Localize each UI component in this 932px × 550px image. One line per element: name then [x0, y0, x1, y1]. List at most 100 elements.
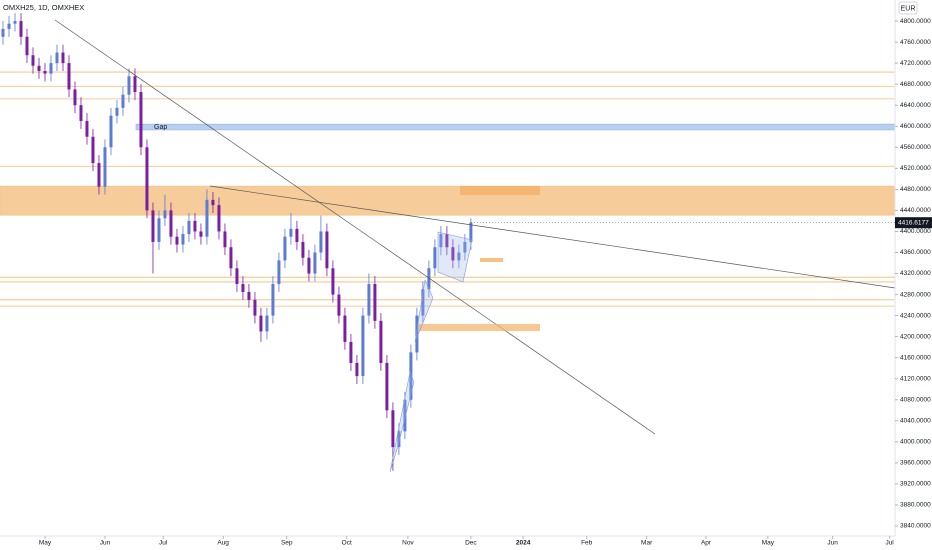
- triangle: [437, 231, 473, 283]
- candle-body: [229, 247, 233, 269]
- candle-body: [337, 294, 341, 316]
- candle-body: [43, 71, 47, 74]
- candle-body: [19, 21, 23, 37]
- y-tick-label: 4120.0000: [900, 375, 931, 382]
- candle-body: [193, 220, 197, 232]
- y-tick-label: 3920.0000: [900, 481, 931, 488]
- y-tick-label: 4280.0000: [900, 291, 931, 298]
- candle-body: [307, 257, 311, 274]
- candle-body: [49, 63, 53, 74]
- candle-body: [163, 210, 167, 219]
- candle-body: [397, 431, 401, 448]
- candle-body: [343, 315, 347, 342]
- y-tick-label: 4520.0000: [900, 165, 931, 172]
- candle-body: [79, 105, 83, 121]
- candle-body: [367, 284, 371, 316]
- candle-body: [421, 289, 425, 316]
- candle-body: [319, 231, 323, 253]
- candle-body: [199, 231, 203, 237]
- x-tick-label: Jun: [100, 540, 111, 547]
- candle-body: [13, 21, 17, 24]
- x-tick-label: Apr: [701, 540, 712, 547]
- candle-body: [445, 234, 449, 248]
- candle-body: [391, 410, 395, 448]
- candle-body: [1, 28, 5, 37]
- chart-title: OMXH25, 1D, OMXHEX: [3, 3, 84, 12]
- x-tick-label: May: [762, 540, 775, 547]
- candle-body: [97, 163, 101, 187]
- candle-body: [73, 89, 77, 106]
- x-tick-label: Jun: [827, 540, 838, 547]
- x-tick-label: Sep: [281, 540, 293, 547]
- x-tick-label: May: [39, 540, 52, 547]
- y-axis-panel: [895, 0, 932, 550]
- y-tick-label: 3840.0000: [900, 523, 931, 530]
- candle-body: [241, 284, 245, 292]
- candle-body: [145, 147, 149, 211]
- y-tick-label: 4040.0000: [900, 418, 931, 425]
- target-box: [460, 186, 540, 195]
- x-tick-label: Feb: [581, 540, 593, 547]
- candle-body: [457, 252, 461, 261]
- candle-body: [373, 284, 377, 321]
- x-tick-label: 2024: [516, 540, 531, 547]
- y-tick-label: 4000.0000: [900, 439, 931, 446]
- candle-body: [205, 199, 209, 237]
- candle-body: [121, 94, 125, 108]
- y-tick-label: 4680.0000: [900, 81, 931, 88]
- candle-body: [217, 205, 221, 232]
- candle-body: [295, 228, 299, 242]
- candle-body: [211, 199, 215, 206]
- candle-body: [247, 291, 251, 300]
- y-tick-label: 4160.0000: [900, 354, 931, 361]
- candle-body: [151, 210, 155, 242]
- x-tick-label: Mar: [641, 540, 653, 547]
- channel: [389, 370, 415, 473]
- candle-body: [157, 218, 161, 242]
- currency-box[interactable]: [898, 1, 918, 15]
- candle-body: [439, 234, 443, 248]
- candle-body: [25, 36, 29, 56]
- y-tick-label: 4720.0000: [900, 60, 931, 67]
- y-tick-label: 4320.0000: [900, 270, 931, 277]
- y-tick-label: 4760.0000: [900, 39, 931, 46]
- y-tick-label: 4600.0000: [900, 123, 931, 130]
- candle-body: [103, 147, 107, 187]
- candle-body: [301, 241, 305, 258]
- candle-body: [223, 231, 227, 248]
- candle-body: [463, 241, 467, 253]
- candle-body: [283, 236, 287, 261]
- candle-body: [409, 352, 413, 400]
- candle-body: [349, 341, 353, 363]
- y-tick-label: 4480.0000: [900, 186, 931, 193]
- candle-body: [271, 284, 275, 316]
- y-tick-label: 3880.0000: [900, 502, 931, 509]
- candle-body: [451, 247, 455, 261]
- x-tick-label: Jul: [885, 540, 894, 547]
- candle-body: [259, 315, 263, 332]
- candle-body: [403, 399, 407, 432]
- candle-body: [169, 210, 173, 237]
- candle-body: [379, 320, 383, 363]
- x-tick-label: Jul: [159, 540, 168, 547]
- candle-body: [61, 52, 65, 64]
- candle-body: [91, 136, 95, 164]
- y-tick-label: 4200.0000: [900, 333, 931, 340]
- last-price-tag: [895, 217, 932, 229]
- y-tick-label: 4360.0000: [900, 249, 931, 256]
- candle-body: [7, 23, 11, 29]
- candle-body: [181, 234, 185, 245]
- candle-body: [325, 231, 329, 269]
- last-price-label: 4416.6177: [898, 219, 929, 226]
- candle-body: [361, 315, 365, 377]
- candle-body: [355, 362, 359, 377]
- target-box: [418, 324, 540, 331]
- candle-body: [385, 362, 389, 411]
- candle-body: [127, 76, 131, 95]
- candle-body: [427, 268, 431, 290]
- candle-body: [85, 120, 89, 137]
- trend-line: [54, 19, 656, 435]
- y-tick-label: 3960.0000: [900, 460, 931, 467]
- candle-body: [277, 260, 281, 285]
